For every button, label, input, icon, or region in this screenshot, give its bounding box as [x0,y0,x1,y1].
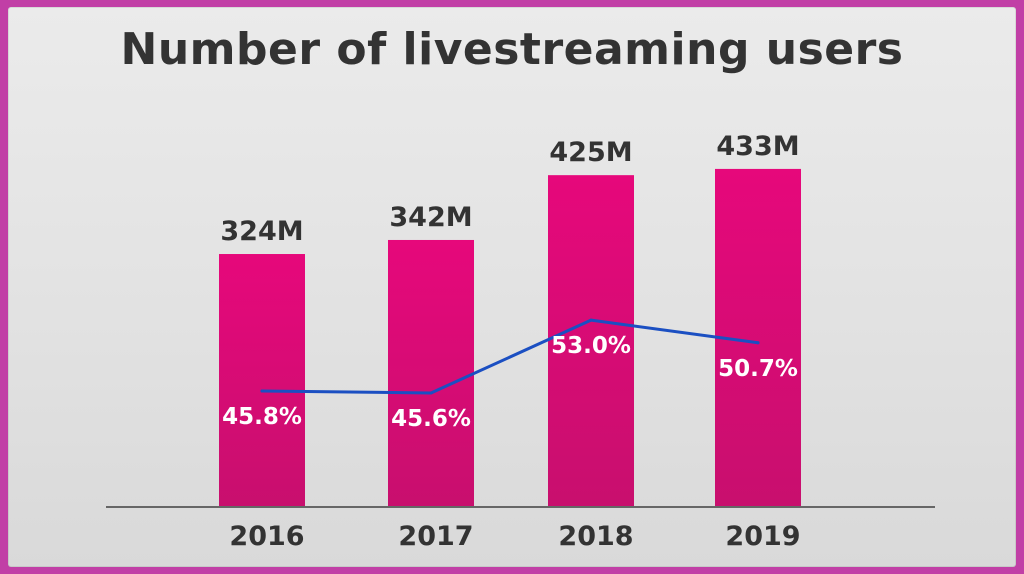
percent-label-2016: 45.8% [222,404,302,430]
bar-2017 [388,239,474,507]
percent-point-2016 [260,389,264,393]
bar-value-label-2018: 425M [549,137,632,168]
percent-label-2018: 53.0% [551,333,631,359]
chart-title: Number of livestreaming users [120,24,904,75]
percent-point-2017 [429,391,433,395]
chart-frame [8,7,1016,567]
x-tick-label-2018: 2018 [558,521,633,552]
bar-value-label-2017: 342M [389,202,472,233]
bar-value-label-2019: 433M [716,131,799,162]
bar-value-label-2016: 324M [220,216,303,247]
percent-point-2019 [756,341,760,345]
percent-label-2019: 50.7% [718,356,798,382]
x-tick-label-2019: 2019 [725,521,800,552]
x-tick-label-2016: 2016 [229,521,304,552]
bar-2016 [219,254,305,507]
x-tick-label-2017: 2017 [398,521,473,552]
percent-label-2017: 45.6% [391,406,471,432]
bar-2018 [548,175,634,507]
percent-series-line [260,318,760,395]
percent-point-2018 [589,318,593,322]
